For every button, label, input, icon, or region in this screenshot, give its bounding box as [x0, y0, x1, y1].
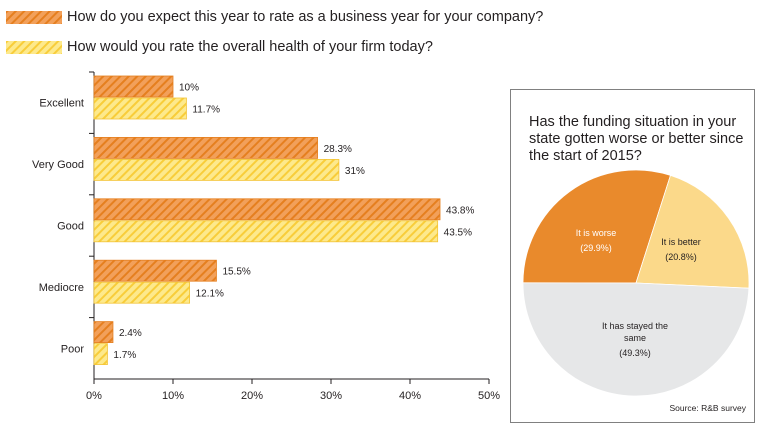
legend-swatch-health [6, 40, 62, 54]
bar [93, 97, 187, 120]
bar-chart: 0% 10% 20% 30% 40% 50% Excellent 10% 11.7% Very G… [32, 71, 500, 402]
x-tick-label: 10% [162, 390, 184, 402]
bar-value-label: 12.1% [196, 289, 224, 300]
category-label: Excellent [39, 98, 84, 110]
legend-item-health: How would you rate the overall health of… [6, 37, 433, 57]
legend-label-health: How would you rate the overall health of… [67, 39, 433, 55]
bar [93, 75, 174, 98]
bar-value-label: 43.8% [446, 205, 474, 216]
x-tick-label: 50% [478, 390, 500, 402]
category-label: Very Good [32, 159, 84, 171]
legend-label-expect: How do you expect this year to rate as a… [67, 9, 544, 25]
bar-value-label: 1.7% [113, 350, 136, 361]
pie-label-same: It has stayed the same (49.3%) [601, 321, 669, 358]
bar [93, 198, 441, 221]
source-note: Source: R&B survey [669, 403, 746, 413]
bar-value-label: 15.5% [222, 267, 250, 278]
pie-label-worse: It is worse (29.9%) [575, 228, 617, 253]
bar [93, 281, 190, 304]
bar-value-label: 10% [179, 83, 199, 94]
bar [93, 321, 114, 344]
pie-label-better: It is better (20.8%) [661, 237, 701, 262]
bar-value-label: 2.4% [119, 328, 142, 339]
bar-value-label: 28.3% [324, 144, 352, 155]
pie-slice [522, 169, 671, 284]
x-tick-label: 20% [241, 390, 263, 402]
category-label: Mediocre [39, 282, 84, 294]
x-tick-label: 0% [86, 390, 102, 402]
pie-title: Has the funding situation in your state … [529, 114, 744, 164]
bar [93, 259, 217, 282]
pie-chart [522, 169, 750, 397]
category-label: Poor [61, 343, 85, 355]
bar-value-label: 31% [345, 166, 365, 177]
x-tick-label: 30% [320, 390, 342, 402]
bar-value-label: 43.5% [444, 227, 472, 238]
legend-swatch-expect [6, 10, 62, 24]
bar [93, 136, 318, 159]
pie-slice [635, 174, 750, 289]
bar [93, 220, 439, 243]
bar [93, 343, 108, 366]
legend-item-expect: How do you expect this year to rate as a… [6, 7, 543, 27]
funding-pie-panel: Has the funding situation in your state … [510, 89, 755, 423]
bar-value-label: 11.7% [192, 105, 220, 116]
pie-slice [522, 282, 750, 397]
x-tick-label: 40% [399, 390, 421, 402]
category-label: Good [57, 221, 84, 233]
bar [93, 158, 340, 181]
